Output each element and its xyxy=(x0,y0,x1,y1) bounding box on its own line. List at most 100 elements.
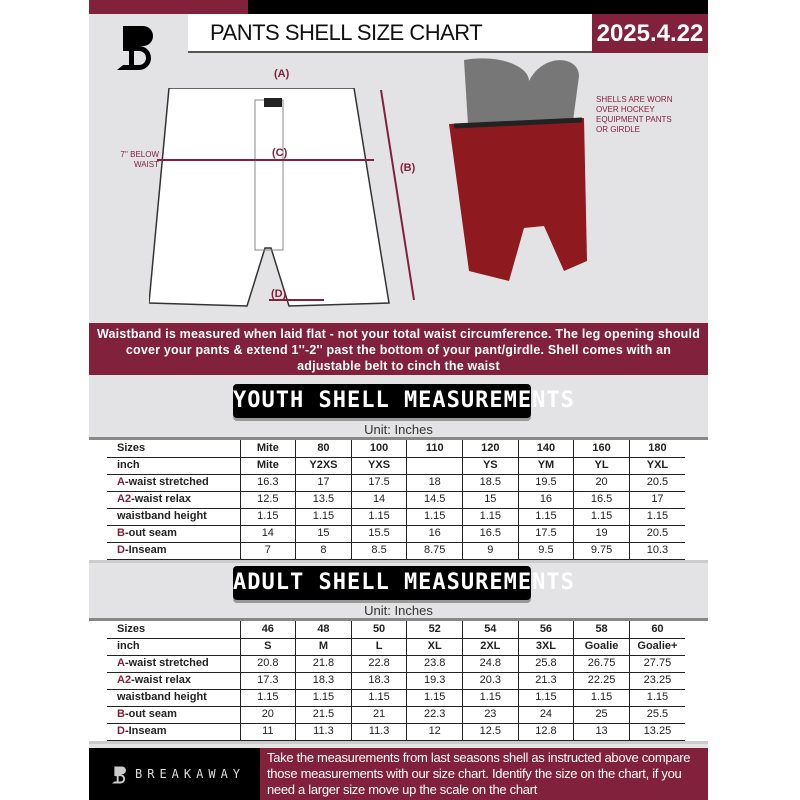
table-cell: 22.25 xyxy=(573,672,630,690)
table-cell: 1.15 xyxy=(295,689,352,707)
table-cell: 1.15 xyxy=(517,508,574,526)
youth-table-wrap: Sizes Mite 80 100 110 120 140 160 180 inch Mite Y2X… xyxy=(89,437,708,563)
table-cell: 16 xyxy=(517,491,574,509)
measure-key: A2 xyxy=(117,493,132,505)
table-cell: YM xyxy=(517,457,574,475)
youth-size-table: Sizes Mite 80 100 110 120 140 160 180 inch Mite Y2X… xyxy=(107,440,685,560)
table-row: waistband height 1.15 1.15 1.15 1.15 1.15 1.15… xyxy=(107,689,685,707)
table-cell: 110 xyxy=(406,440,463,458)
pants-photo xyxy=(449,58,587,281)
measure-key: A2 xyxy=(117,674,132,686)
row-label: D-Inseam xyxy=(107,542,240,560)
table-row: B-out seam 20 21.5 21 22.3 23 24 25 25.5 xyxy=(107,706,685,724)
table-cell: Y2XS xyxy=(295,457,352,475)
table-cell: 16.3 xyxy=(239,474,296,492)
table-row: D-Inseam 7 8 8.5 8.75 9 9.5 9.75 10.3 xyxy=(107,542,685,560)
table-cell: 18.3 xyxy=(295,672,352,690)
table-cell: 15 xyxy=(295,525,352,543)
table-cell: 19.3 xyxy=(406,672,463,690)
table-cell: 1.15 xyxy=(573,689,630,707)
table-cell: 17.5 xyxy=(517,525,574,543)
table-cell: 13 xyxy=(573,723,630,741)
measure-key: D xyxy=(117,544,125,556)
table-cell: 1.15 xyxy=(350,689,407,707)
table-cell: 100 xyxy=(350,440,407,458)
row-label: A2-waist relax xyxy=(107,491,240,509)
adult-table-wrap: Sizes 46 48 50 52 54 56 58 60 inch S M L XL 2XL 3XL Goal… xyxy=(89,618,708,744)
table-row: Sizes Mite 80 100 110 120 140 160 180 xyxy=(107,440,685,458)
row-label: waistband height xyxy=(107,689,240,707)
measure-label: -waist relax xyxy=(131,493,191,505)
table-cell: 21 xyxy=(350,706,407,724)
measure-key: A xyxy=(117,476,125,488)
table-cell: 11 xyxy=(239,723,296,741)
table-cell: 120 xyxy=(462,440,519,458)
table-cell: 22.3 xyxy=(406,706,463,724)
table-cell: YXL xyxy=(628,457,685,475)
table-cell: 1.15 xyxy=(406,689,463,707)
table-cell: 20 xyxy=(239,706,296,724)
table-cell: 1.15 xyxy=(295,508,352,526)
table-cell: 58 xyxy=(573,621,630,639)
top-bar xyxy=(248,0,708,14)
table-cell: YXS xyxy=(350,457,407,475)
table-cell: 27.75 xyxy=(628,655,685,673)
table-cell: 21.5 xyxy=(295,706,352,724)
table-cell: 20 xyxy=(573,474,630,492)
measure-label: waistband height xyxy=(117,510,207,522)
table-cell: 9.5 xyxy=(517,542,574,560)
size-chart-page: PANTS SHELL SIZE CHART 2025.4.22 (A) (C)… xyxy=(89,0,708,800)
table-cell: Goalie+ xyxy=(628,638,685,656)
table-row: A2-waist relax 12.5 13.5 14 14.5 15 16 16.5 17 xyxy=(107,491,685,509)
table-cell: 1.15 xyxy=(350,508,407,526)
table-cell: 13.5 xyxy=(295,491,352,509)
table-cell: 24.8 xyxy=(462,655,519,673)
measure-key: D xyxy=(117,725,125,737)
table-cell xyxy=(406,457,463,475)
table-cell: 140 xyxy=(517,440,574,458)
below-waist-note: 7'' BELOW WAIST xyxy=(120,150,159,169)
breakaway-logo-icon xyxy=(117,26,153,70)
table-row: inch Mite Y2XS YXS YS YM YL YXL xyxy=(107,457,685,475)
label-b: (B) xyxy=(400,162,416,174)
table-cell: 8.5 xyxy=(350,542,407,560)
row-label: B-out seam xyxy=(107,706,240,724)
adult-unit: Unit: Inches xyxy=(364,603,433,618)
measure-label: -Inseam xyxy=(124,725,167,737)
table-cell: 160 xyxy=(573,440,630,458)
table-cell: 9.75 xyxy=(573,542,630,560)
row-label: A2-waist relax xyxy=(107,672,240,690)
table-cell: 1.15 xyxy=(628,508,685,526)
table-cell: 12.5 xyxy=(462,723,519,741)
row-label: A-waist stretched xyxy=(107,474,240,492)
table-cell: 20.5 xyxy=(628,525,685,543)
table-cell: 21.8 xyxy=(295,655,352,673)
table-cell: 25.8 xyxy=(517,655,574,673)
measure-label: -waist stretched xyxy=(124,476,209,488)
table-cell: 9 xyxy=(462,542,519,560)
table-cell: YS xyxy=(462,457,519,475)
table-cell: 8.75 xyxy=(406,542,463,560)
table-cell: 13.25 xyxy=(628,723,685,741)
table-row: A2-waist relax 17.3 18.3 18.3 19.3 20.3 21.3 22… xyxy=(107,672,685,690)
table-cell: 8 xyxy=(295,542,352,560)
table-cell: 2XL xyxy=(462,638,519,656)
label-d: (D) xyxy=(271,288,287,300)
breakaway-footer-logo-icon xyxy=(112,766,126,784)
table-cell: 16 xyxy=(406,525,463,543)
table-cell: 1.15 xyxy=(406,508,463,526)
table-cell: 14.5 xyxy=(406,491,463,509)
table-cell: 12.5 xyxy=(239,491,296,509)
row-label: waistband height xyxy=(107,508,240,526)
table-cell: 60 xyxy=(628,621,685,639)
table-cell: 20.3 xyxy=(462,672,519,690)
row-label: A-waist stretched xyxy=(107,655,240,673)
title-box: PANTS SHELL SIZE CHART xyxy=(188,14,592,53)
measure-label: -waist relax xyxy=(131,674,191,686)
page-title: PANTS SHELL SIZE CHART xyxy=(210,20,483,45)
table-cell: 46 xyxy=(239,621,296,639)
footer-instructions: Take the measurements from last seasons … xyxy=(260,748,708,800)
measure-key: B xyxy=(117,527,125,539)
table-cell: 80 xyxy=(295,440,352,458)
table-cell: 25 xyxy=(573,706,630,724)
